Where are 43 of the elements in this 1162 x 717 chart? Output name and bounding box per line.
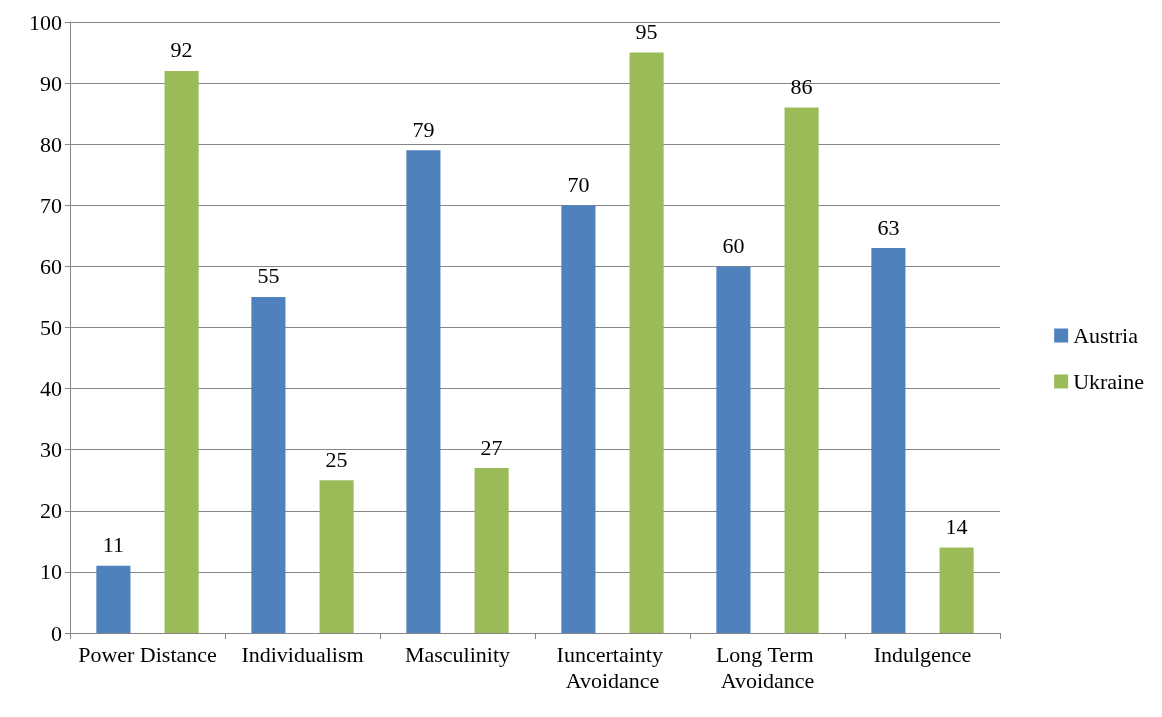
data-label: 86 [790, 74, 813, 100]
y-tick-label: 20 [40, 498, 62, 524]
bar [871, 248, 906, 633]
bar [474, 468, 509, 633]
legend-label: Ukraine [1073, 369, 1144, 394]
data-label: 55 [257, 263, 280, 289]
data-label: 79 [412, 116, 435, 142]
data-label: 70 [567, 171, 590, 197]
y-tick-label: 10 [40, 559, 62, 585]
bar [629, 52, 664, 633]
bar [716, 266, 751, 633]
bar [319, 480, 354, 633]
x-tick-label: Long Term Avoidance [715, 641, 820, 693]
data-label: 14 [945, 513, 968, 539]
data-label: 60 [722, 232, 745, 258]
data-label: 92 [170, 37, 193, 63]
bar [96, 565, 131, 633]
y-tick-label: 80 [40, 131, 62, 157]
y-tick-label: 90 [40, 70, 62, 96]
bar [561, 205, 596, 633]
data-label: 63 [877, 214, 900, 240]
bar [406, 150, 441, 633]
x-tick-label: Indulgence [873, 641, 972, 667]
legend-label: Austria [1073, 323, 1139, 348]
y-tick-label: 0 [51, 620, 62, 646]
y-tick-label: 100 [29, 9, 62, 35]
data-label: 27 [480, 434, 503, 460]
data-label: 95 [635, 19, 658, 45]
y-tick-label: 30 [40, 437, 62, 463]
x-tick-label: Masculinity [404, 641, 511, 667]
bar [251, 296, 286, 633]
x-tick-label: Iuncertainty Avoidance [556, 641, 669, 693]
y-tick-label: 60 [40, 253, 62, 279]
data-label: 11 [102, 532, 124, 558]
y-tick-label: 40 [40, 376, 62, 402]
y-tick-label: 50 [40, 315, 62, 340]
bar [784, 107, 819, 633]
bar [164, 70, 199, 633]
x-tick-label: Individualism [241, 641, 364, 667]
bar [939, 547, 974, 633]
y-tick-label: 70 [40, 192, 62, 218]
x-tick-label: Power Distance [78, 641, 217, 667]
data-label: 25 [325, 446, 348, 472]
